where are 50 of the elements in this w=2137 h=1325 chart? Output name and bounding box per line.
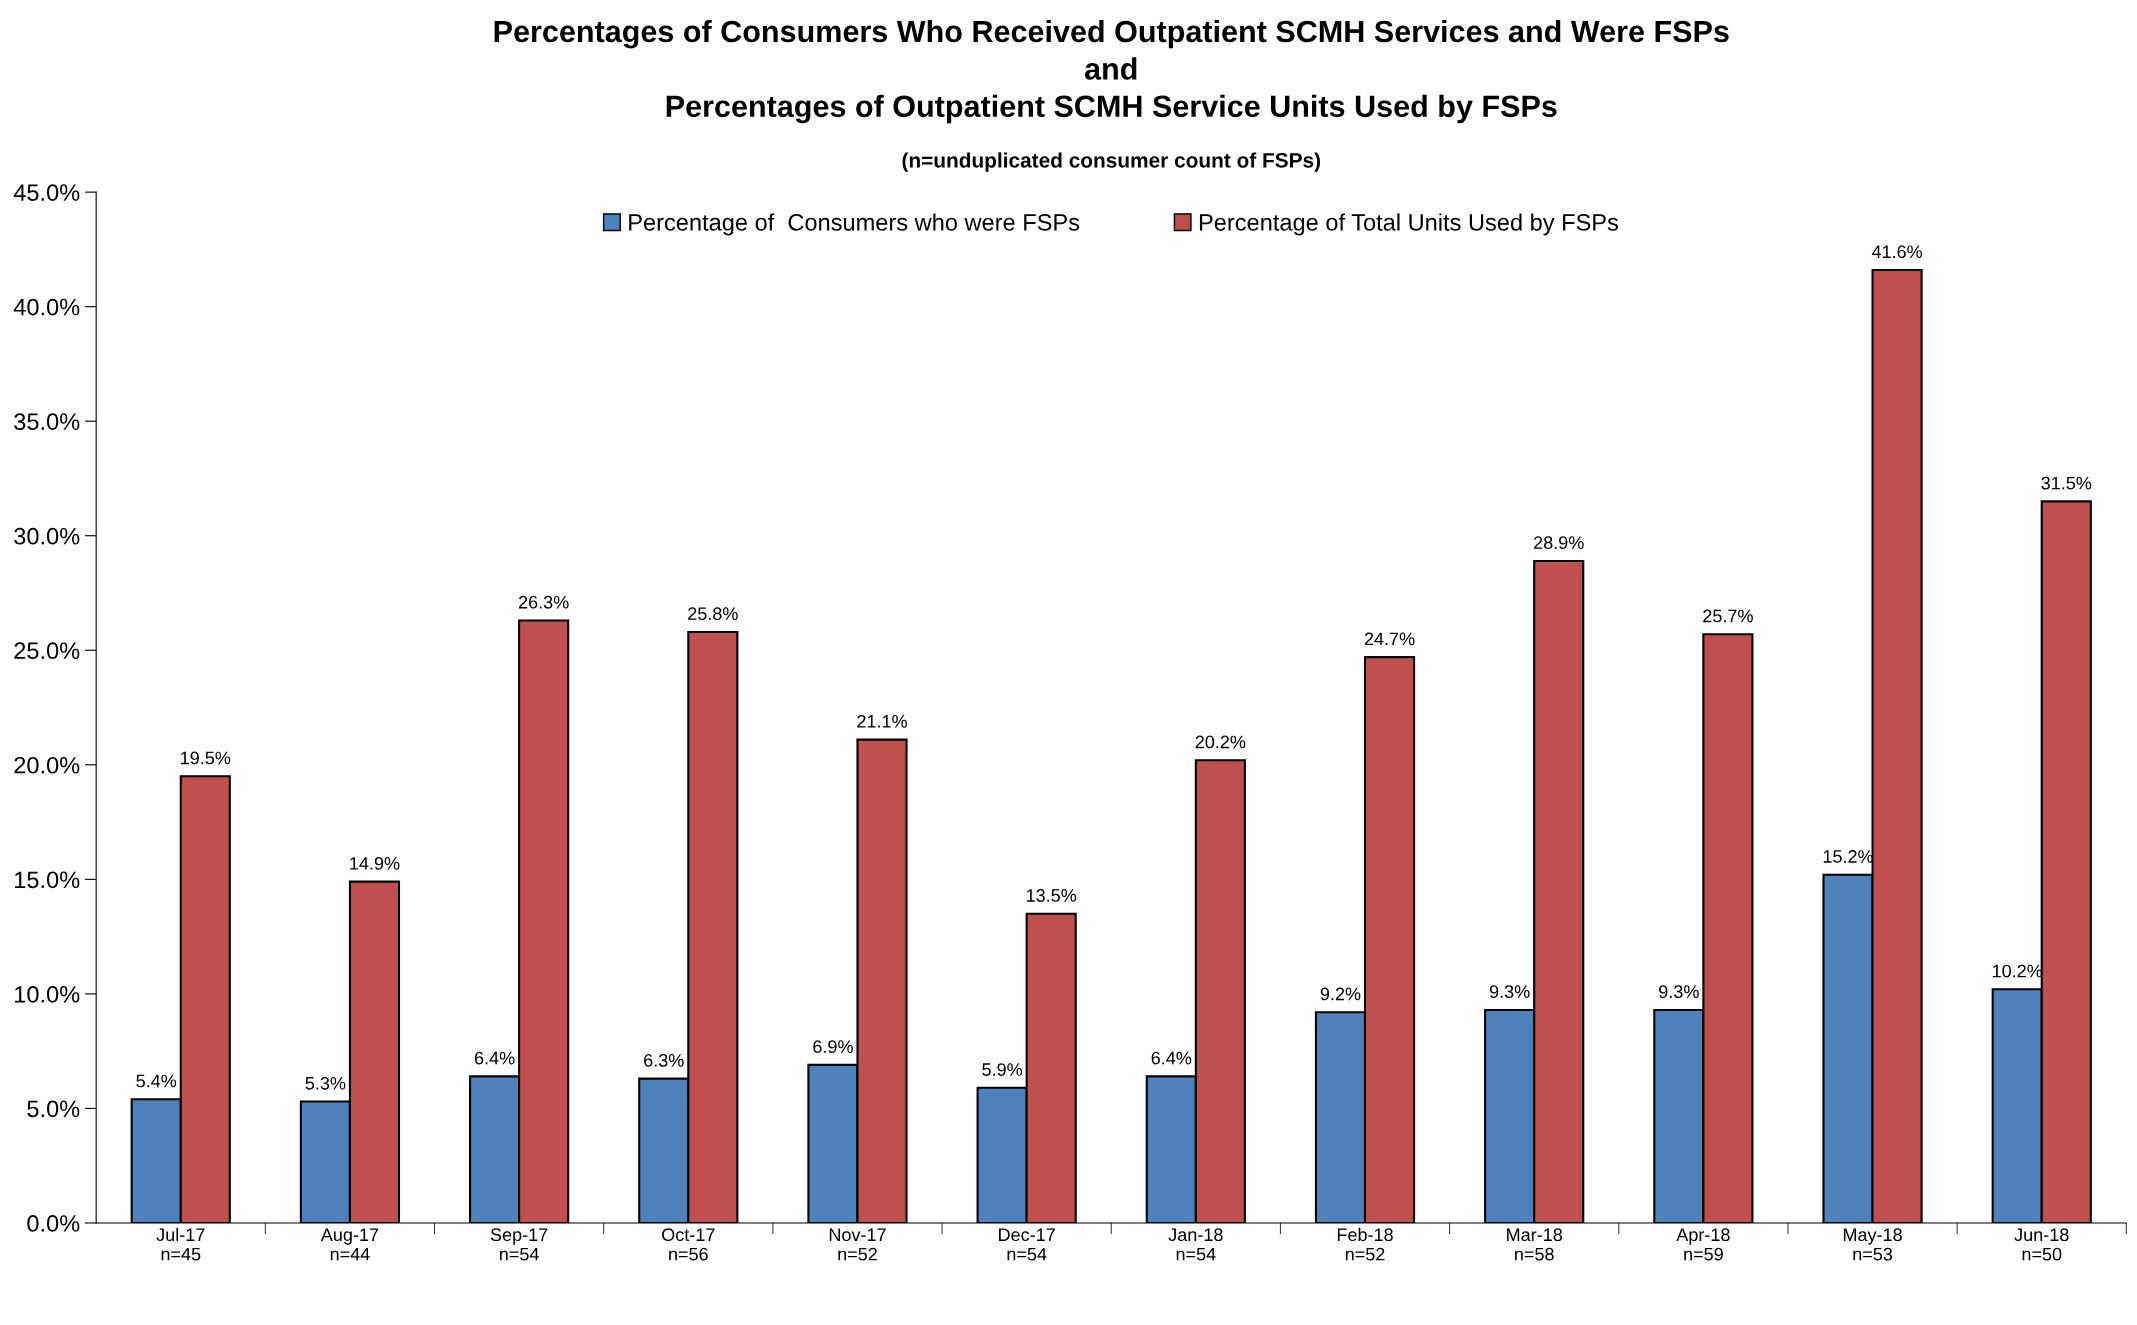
y-tick-label: 10.0% <box>15 985 80 1003</box>
data-label: 28.9% <box>1534 536 1584 550</box>
data-label: 25.7% <box>1703 609 1753 623</box>
chart-subtitle: (n=unduplicated consumer count of FSPs) <box>902 152 1321 172</box>
legend-label: Percentage of Total Units Used by FSPs <box>1199 213 1619 236</box>
x-tick-label: Jan-18 n=54 <box>1168 1228 1223 1261</box>
y-tick-label: 20.0% <box>14 756 80 774</box>
data-label: 24.7% <box>1364 632 1415 646</box>
data-label: 13.5% <box>1026 889 1077 902</box>
x-tick-label: Oct-17 n=56 <box>662 1228 715 1261</box>
y-tick-label: 25.0% <box>14 642 80 660</box>
data-label: 9.3% <box>1659 985 1699 999</box>
x-tick-label: Aug-17 n=44 <box>320 1228 379 1261</box>
y-tick-label: 0.0% <box>27 1215 80 1232</box>
data-label: 25.8% <box>688 607 738 621</box>
data-label: 9.3% <box>1489 985 1530 999</box>
data-label: 10.2% <box>1992 964 2043 978</box>
x-tick-label: Sep-17 n=54 <box>490 1228 548 1261</box>
data-label: 26.3% <box>518 595 569 609</box>
data-label: 5.3% <box>305 1076 346 1090</box>
x-tick-label: Mar-18 n=58 <box>1507 1228 1562 1261</box>
data-label: 31.5% <box>2041 476 2092 490</box>
x-tick-label: Nov-17 n=52 <box>829 1228 886 1261</box>
data-label: 6.3% <box>644 1053 684 1067</box>
x-tick-label: May-18 n=53 <box>1843 1228 1902 1261</box>
x-tick-label: Feb-18 n=52 <box>1337 1227 1393 1261</box>
data-label: 5.4% <box>136 1074 177 1088</box>
x-tick-label: Dec-17 n=54 <box>999 1228 1055 1261</box>
data-label: 21.1% <box>857 714 907 728</box>
y-tick-label: 35.0% <box>14 413 80 430</box>
data-label: 5.9% <box>982 1063 1023 1076</box>
chart-title: Percentages of Consumers Who Received Outpatient SCMH Services and Were FSPs and Percentages of Outpatient SCMH Service Units Used by FSPs <box>494 19 1729 124</box>
data-label: 14.9% <box>350 856 400 870</box>
data-label: 6.4% <box>1151 1051 1192 1065</box>
y-tick-label: 30.0% <box>14 527 80 545</box>
y-tick-label: 15.0% <box>15 871 80 889</box>
data-label: 41.6% <box>1871 245 1923 259</box>
y-tick-label: 40.0% <box>13 298 80 316</box>
data-label: 20.2% <box>1195 735 1246 749</box>
x-tick-label: Apr-18 n=59 <box>1676 1228 1730 1261</box>
legend-label: Percentage of Consumers who were FSPs <box>629 213 1080 236</box>
data-label: 15.2% <box>1823 850 1873 863</box>
y-tick-label: 5.0% <box>27 1100 80 1118</box>
data-label: 9.2% <box>1320 987 1361 1001</box>
data-label: 6.9% <box>813 1040 853 1054</box>
data-label: 19.5% <box>181 751 231 765</box>
y-tick-label: 45.0% <box>13 184 80 201</box>
data-label: 6.4% <box>474 1051 515 1065</box>
x-tick-label: Jun-18 n=50 <box>2014 1228 2069 1261</box>
x-tick-label: Jul-17 n=45 <box>156 1227 205 1261</box>
